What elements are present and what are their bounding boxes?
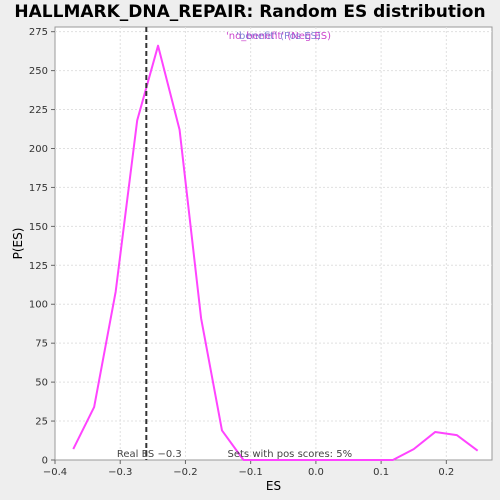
pos-scores-annotation: Sets with pos scores: 5% bbox=[228, 449, 353, 460]
gridlines bbox=[55, 27, 492, 460]
chart-title: HALLMARK_DNA_REPAIR: Random ES distribut… bbox=[14, 2, 486, 22]
series-layer bbox=[72, 44, 479, 461]
legend: 'no_benefit' (Neg ES) 'benefit' (Pos ES) bbox=[226, 31, 331, 42]
legend-entry-benefit: 'benefit' (Pos ES) bbox=[236, 31, 321, 42]
y-tick-label: 200 bbox=[29, 144, 48, 155]
x-tick-label: 0.0 bbox=[308, 467, 324, 478]
y-tick-label: 125 bbox=[29, 261, 48, 272]
y-tick-label: 0 bbox=[42, 456, 48, 467]
x-axis-title: ES bbox=[266, 479, 281, 493]
y-tick-label: 50 bbox=[35, 378, 48, 389]
y-tick-label: 150 bbox=[29, 222, 48, 233]
y-tick-label: 25 bbox=[35, 417, 48, 428]
plot-area bbox=[54, 26, 493, 461]
x-tick-label: −0.2 bbox=[173, 467, 197, 478]
x-tick-label: 0.1 bbox=[373, 467, 389, 478]
y-tick-label: 75 bbox=[35, 339, 48, 350]
y-tick-label: 250 bbox=[29, 66, 48, 77]
y-axis-title: P(ES) bbox=[11, 228, 25, 260]
real-es-label: Real ES −0.3 bbox=[117, 449, 182, 460]
x-tick-label: 0.2 bbox=[438, 467, 454, 478]
y-tick-label: 175 bbox=[29, 183, 48, 194]
x-tick-label: −0.4 bbox=[43, 467, 67, 478]
y-tick-label: 100 bbox=[29, 300, 48, 311]
es-distribution-line bbox=[72, 44, 479, 461]
y-axis: 0 25 50 75 100 125 150 175 200 225 250 275 bbox=[29, 27, 55, 467]
legend-entry-no-benefit: 'no_benefit' (Neg ES) bbox=[226, 31, 331, 42]
y-tick-label: 275 bbox=[29, 27, 48, 38]
x-tick-label: −0.3 bbox=[108, 467, 132, 478]
y-tick-label: 225 bbox=[29, 105, 48, 116]
x-axis: −0.4 −0.3 −0.2 −0.1 0.0 0.1 0.2 bbox=[43, 460, 454, 478]
x-tick-label: −0.1 bbox=[239, 467, 263, 478]
